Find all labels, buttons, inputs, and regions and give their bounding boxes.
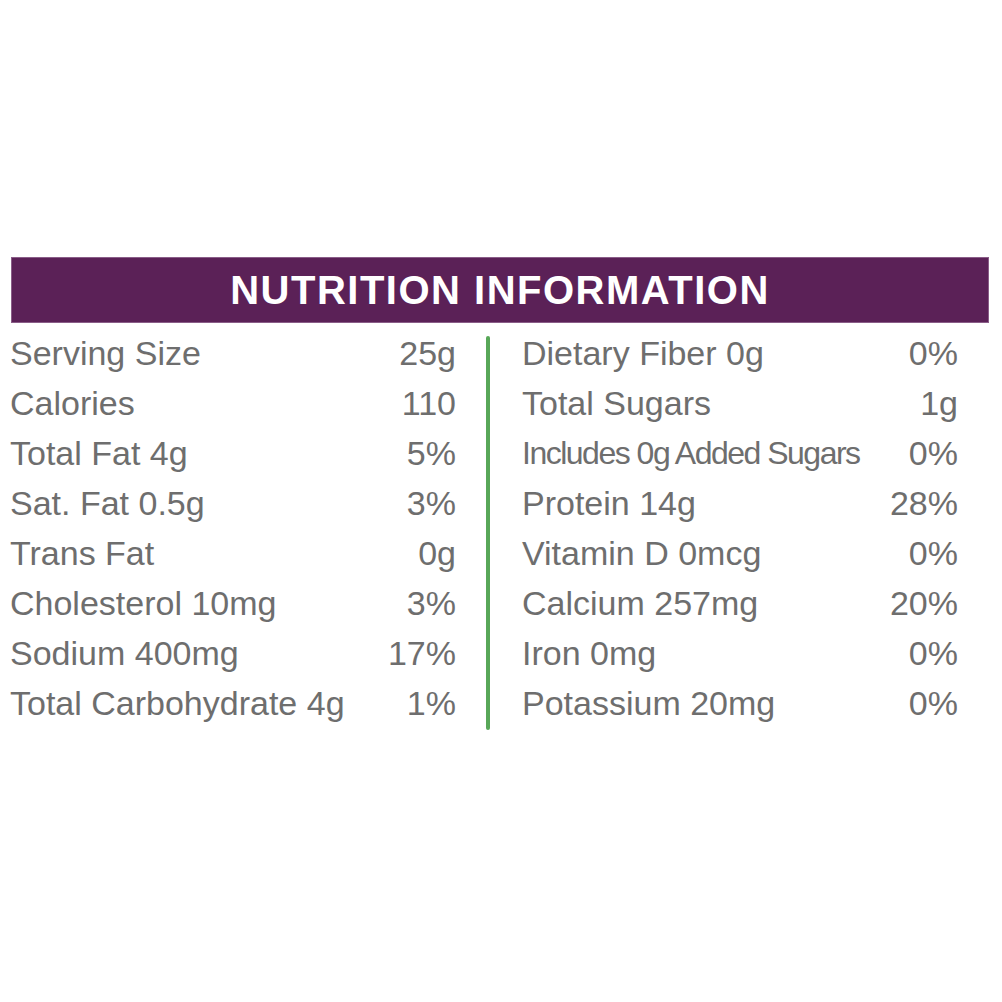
nutrition-row: Iron 0mg 0% <box>522 628 958 678</box>
nutrient-value: 0g <box>418 534 456 573</box>
nutrient-value: 3% <box>407 484 456 523</box>
nutrient-label: Total Fat 4g <box>10 434 188 473</box>
nutrient-label: Protein 14g <box>522 484 696 523</box>
nutrition-label: NUTRITION INFORMATION Serving Size 25g C… <box>0 0 1002 1002</box>
nutrient-value: 0% <box>909 334 958 373</box>
nutrition-row: Total Sugars 1g <box>522 378 958 428</box>
nutrient-label: Potassium 20mg <box>522 684 775 723</box>
nutrition-row: Vitamin D 0mcg 0% <box>522 528 958 578</box>
nutrition-row: Includes 0g Added Sugars 0% <box>522 428 958 478</box>
nutrition-row: Cholesterol 10mg 3% <box>10 578 456 628</box>
nutrition-row: Calcium 257mg 20% <box>522 578 958 628</box>
nutrient-value: 17% <box>388 634 456 673</box>
nutrition-row: Trans Fat 0g <box>10 528 456 578</box>
nutrition-row: Sat. Fat 0.5g 3% <box>10 478 456 528</box>
nutrient-label: Sodium 400mg <box>10 634 239 673</box>
nutrient-label: Sat. Fat 0.5g <box>10 484 205 523</box>
nutrient-value: 20% <box>890 584 958 623</box>
nutrient-value: 1g <box>920 384 958 423</box>
nutrient-value: 3% <box>407 584 456 623</box>
nutrition-row: Potassium 20mg 0% <box>522 678 958 728</box>
nutrient-label: Calcium 257mg <box>522 584 758 623</box>
nutrition-header: NUTRITION INFORMATION <box>12 258 988 322</box>
nutrient-value: 0% <box>909 634 958 673</box>
nutrient-label: Iron 0mg <box>522 634 656 673</box>
nutrient-value: 110 <box>402 384 456 423</box>
header-title: NUTRITION INFORMATION <box>230 268 770 313</box>
nutrient-value: 28% <box>890 484 958 523</box>
nutrient-label: Serving Size <box>10 334 201 373</box>
nutrient-label: Cholesterol 10mg <box>10 584 276 623</box>
nutrient-value: 0% <box>909 434 958 473</box>
nutrient-value: 0% <box>909 684 958 723</box>
nutrient-label: Calories <box>10 384 135 423</box>
nutrition-row: Protein 14g 28% <box>522 478 958 528</box>
nutrition-row: Dietary Fiber 0g 0% <box>522 328 958 378</box>
nutrition-row: Total Carbohydrate 4g 1% <box>10 678 456 728</box>
nutrient-value: 25g <box>399 334 456 373</box>
nutrient-label: Includes 0g Added Sugars <box>522 435 860 472</box>
nutrient-value: 5% <box>407 434 456 473</box>
nutrition-row: Sodium 400mg 17% <box>10 628 456 678</box>
nutrition-row: Serving Size 25g <box>10 328 456 378</box>
right-column: Dietary Fiber 0g 0% Total Sugars 1g Incl… <box>522 328 958 728</box>
nutrient-value: 0% <box>909 534 958 573</box>
nutrient-value: 1% <box>407 684 456 723</box>
nutrition-row: Calories 110 <box>10 378 456 428</box>
nutrient-label: Total Sugars <box>522 384 711 423</box>
nutrition-row: Total Fat 4g 5% <box>10 428 456 478</box>
nutrient-label: Total Carbohydrate 4g <box>10 684 345 723</box>
nutrient-label: Trans Fat <box>10 534 154 573</box>
nutrient-label: Dietary Fiber 0g <box>522 334 764 373</box>
column-divider <box>486 336 490 730</box>
left-column: Serving Size 25g Calories 110 Total Fat … <box>10 328 456 728</box>
nutrient-label: Vitamin D 0mcg <box>522 534 761 573</box>
